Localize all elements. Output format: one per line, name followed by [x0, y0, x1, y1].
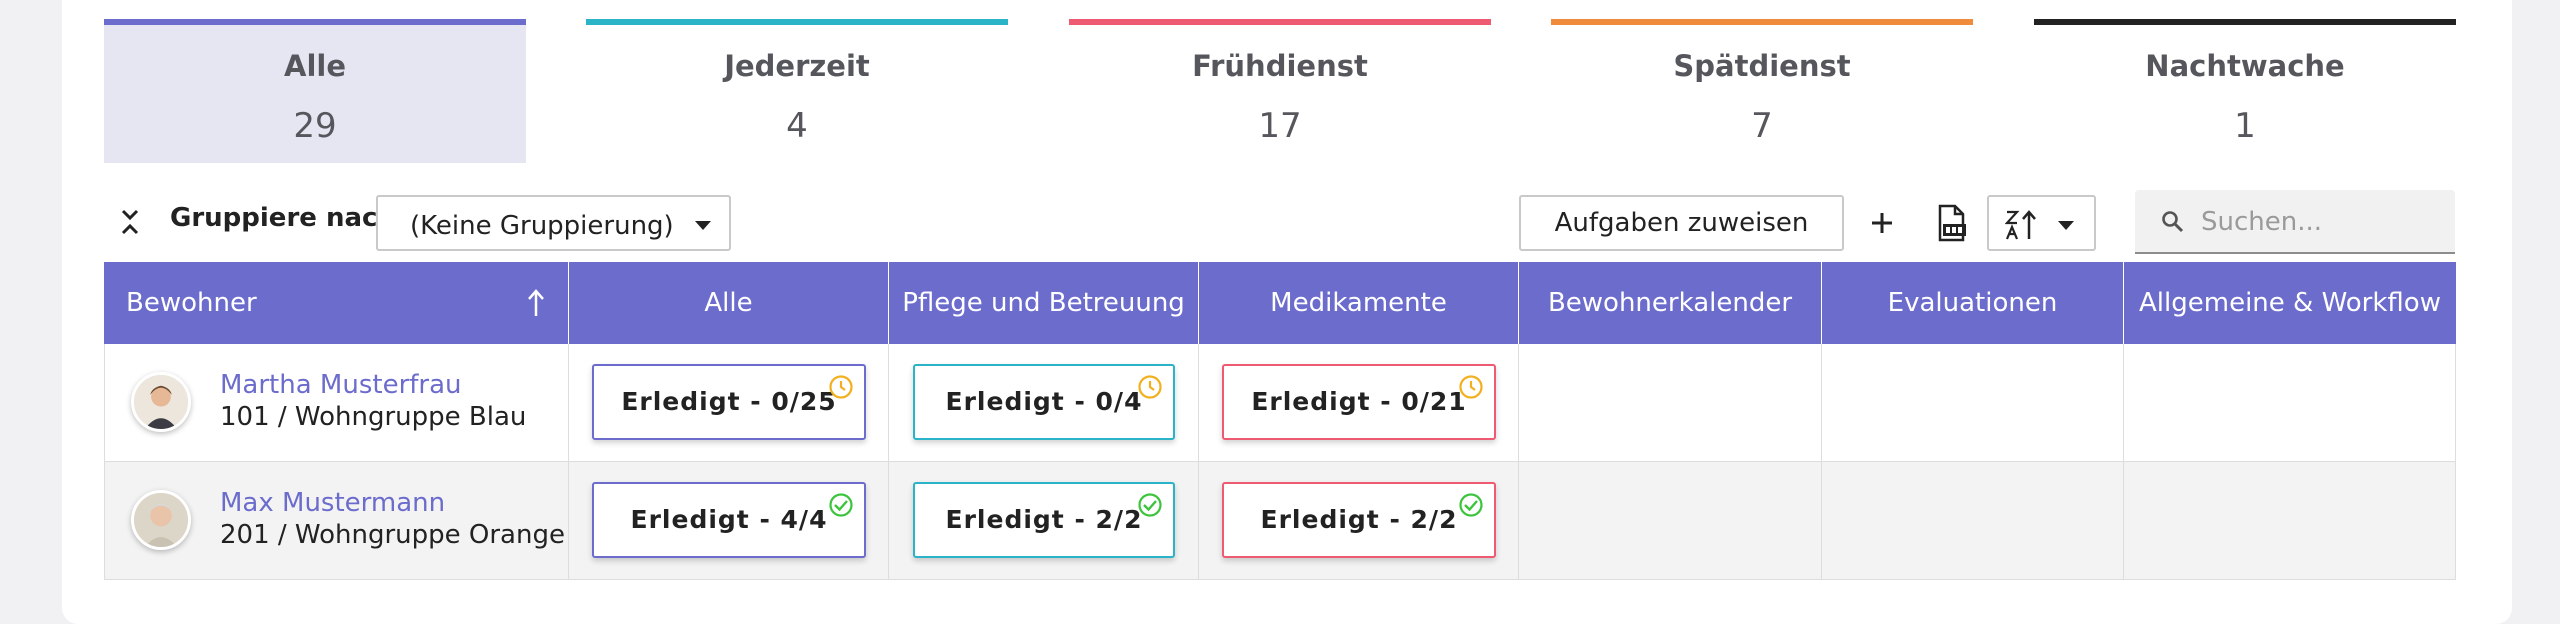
- tab-count: 17: [1258, 106, 1302, 146]
- avatar: [131, 490, 191, 550]
- column-header-medikamente[interactable]: Medikamente: [1199, 262, 1519, 344]
- task-cell-pflege: Erledigt - 0/4: [889, 344, 1199, 462]
- task-cell-alle: Erledigt - 0/25: [569, 344, 889, 462]
- task-cell-pflege: Erledigt - 2/2: [889, 462, 1199, 580]
- tab-label: Frühdienst: [1192, 49, 1368, 83]
- task-status-button[interactable]: Erledigt - 2/2: [1222, 482, 1496, 558]
- task-status-label: Erledigt - 4/4: [630, 505, 828, 534]
- resident-location: 201 / Wohngruppe Orange: [220, 520, 565, 550]
- clock-icon: [1138, 375, 1162, 399]
- chevron-down-icon: [695, 221, 711, 230]
- column-header-evaluationen[interactable]: Evaluationen: [1822, 262, 2124, 344]
- collapse-icon[interactable]: [118, 208, 142, 236]
- tab-indicator: [586, 19, 1008, 25]
- table-header: Bewohner Alle Pflege und Betreuung Medik…: [104, 262, 2456, 344]
- resident-name[interactable]: Max Mustermann: [220, 488, 446, 518]
- group-by-label: Gruppiere nach:: [170, 203, 407, 233]
- task-cell-medikamente: Erledigt - 2/2: [1199, 462, 1519, 580]
- task-status-label: Erledigt - 0/21: [1251, 387, 1467, 416]
- tab-count: 4: [786, 106, 808, 146]
- resident-name[interactable]: Martha Musterfrau: [220, 370, 462, 400]
- task-status-button[interactable]: Erledigt - 2/2: [913, 482, 1175, 558]
- avatar-image: [134, 375, 188, 429]
- task-status-button[interactable]: Erledigt - 0/21: [1222, 364, 1496, 440]
- pdf-export-icon[interactable]: [1934, 204, 1968, 242]
- task-status-button[interactable]: Erledigt - 0/25: [592, 364, 866, 440]
- check-circle-icon: [1459, 493, 1483, 517]
- tab-label: Jederzeit: [724, 49, 870, 83]
- task-status-label: Erledigt - 0/4: [945, 387, 1143, 416]
- task-status-button[interactable]: Erledigt - 0/4: [913, 364, 1175, 440]
- check-circle-icon: [829, 493, 853, 517]
- column-header-allgemeine[interactable]: Allgemeine & Workflow: [2139, 288, 2441, 318]
- sort-za-icon: [2005, 210, 2036, 240]
- column-header-alle[interactable]: Alle: [569, 262, 889, 344]
- avatar-image: [134, 493, 188, 547]
- tab-count: 7: [1751, 106, 1773, 146]
- resident-cell: Max Mustermann 201 / Wohngruppe Orange: [104, 462, 569, 580]
- tab-jederzeit[interactable]: Jederzeit 4: [586, 19, 1008, 163]
- table-row[interactable]: Max Mustermann 201 / Wohngruppe Orange E…: [104, 462, 2456, 580]
- resident-cell: Martha Musterfrau 101 / Wohngruppe Blau: [104, 344, 569, 462]
- task-cell-alle: Erledigt - 4/4: [569, 462, 889, 580]
- clock-icon: [1459, 375, 1483, 399]
- column-header-bewohnerkalender[interactable]: Bewohnerkalender: [1519, 262, 1822, 344]
- task-cell-bewohnerkalender: [1519, 462, 1822, 580]
- sort-ascending-icon[interactable]: [526, 288, 546, 318]
- shift-tabs: Alle 29 Jederzeit 4 Frühdienst 17 Spätdi…: [104, 19, 2456, 163]
- task-cell-bewohnerkalender: [1519, 344, 1822, 462]
- group-by-select[interactable]: (Keine Gruppierung): [376, 195, 731, 251]
- group-by-value: (Keine Gruppierung): [410, 211, 674, 241]
- task-cell-allgemeine: [2124, 344, 2456, 462]
- sort-button[interactable]: [1987, 195, 2096, 251]
- tab-spaetdienst[interactable]: Spätdienst 7: [1551, 19, 1973, 163]
- tab-indicator: [104, 19, 526, 25]
- tab-label: Alle: [284, 49, 346, 83]
- tab-indicator: [1069, 19, 1491, 25]
- search-icon: [2162, 211, 2184, 233]
- task-status-button[interactable]: Erledigt - 4/4: [592, 482, 866, 558]
- task-cell-evaluationen: [1822, 344, 2124, 462]
- tab-nachtwache[interactable]: Nachtwache 1: [2034, 19, 2456, 163]
- tab-count: 29: [293, 106, 337, 146]
- tab-fruehdienst[interactable]: Frühdienst 17: [1069, 19, 1491, 163]
- tab-label: Nachtwache: [2145, 49, 2345, 83]
- task-status-label: Erledigt - 0/25: [621, 387, 837, 416]
- assign-tasks-button[interactable]: Aufgaben zuweisen: [1519, 195, 1844, 251]
- task-status-label: Erledigt - 2/2: [1260, 505, 1458, 534]
- tab-count: 1: [2234, 106, 2256, 146]
- tab-indicator: [2034, 19, 2456, 25]
- check-circle-icon: [1138, 493, 1162, 517]
- column-header-label: Bewohner: [126, 288, 257, 318]
- resident-location: 101 / Wohngruppe Blau: [220, 402, 527, 432]
- chevron-down-icon: [2058, 221, 2074, 230]
- column-header-bewohner[interactable]: Bewohner: [104, 262, 569, 344]
- task-cell-medikamente: Erledigt - 0/21: [1199, 344, 1519, 462]
- task-status-label: Erledigt - 2/2: [945, 505, 1143, 534]
- search-input[interactable]: [2201, 204, 2441, 240]
- clock-icon: [829, 375, 853, 399]
- tab-label: Spätdienst: [1673, 49, 1851, 83]
- column-header-pflege[interactable]: Pflege und Betreuung: [889, 262, 1199, 344]
- search-box[interactable]: [2135, 190, 2455, 254]
- avatar: [131, 372, 191, 432]
- task-cell-allgemeine: [2124, 462, 2456, 580]
- task-cell-evaluationen: [1822, 462, 2124, 580]
- tab-indicator: [1551, 19, 1973, 25]
- table-row[interactable]: Martha Musterfrau 101 / Wohngruppe Blau …: [104, 344, 2456, 462]
- plus-icon[interactable]: [1866, 205, 1898, 241]
- tab-alle[interactable]: Alle 29: [104, 19, 526, 163]
